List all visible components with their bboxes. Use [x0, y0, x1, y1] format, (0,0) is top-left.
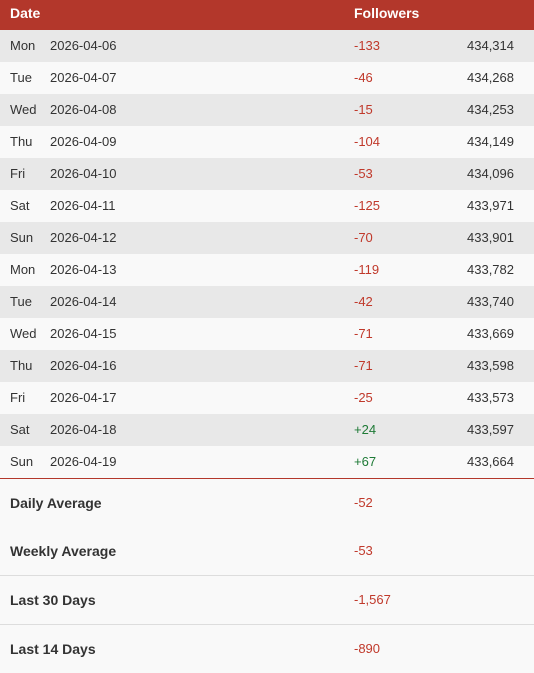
change: -42	[354, 294, 373, 309]
table-row: Thu 2026-04-16 -71 433,598	[0, 350, 534, 382]
weekday: Fri	[10, 390, 26, 405]
summary-value: -53	[354, 543, 373, 558]
summary-row: Weekly Average -53	[0, 527, 534, 575]
change: -25	[354, 390, 373, 405]
separator	[0, 575, 534, 576]
weekday: Tue	[10, 294, 32, 309]
weekday: Sun	[10, 454, 34, 469]
date-header: Date	[10, 5, 41, 21]
separator	[0, 624, 534, 625]
change: -104	[354, 134, 381, 149]
summary-value: -1,567	[354, 592, 391, 607]
table-row: Mon 2026-04-13 -119 433,782	[0, 254, 534, 286]
followers: 433,740	[467, 294, 514, 309]
change: -15	[354, 102, 373, 117]
table-row: Wed 2026-04-08 -15 434,253	[0, 94, 534, 126]
summary-row: Last 14 Days -890	[0, 625, 534, 673]
date: 2026-04-14	[50, 294, 117, 309]
table-row: Mon 2026-04-06 -133 434,314	[0, 30, 534, 62]
weekday: Sat	[10, 198, 30, 213]
weekday: Mon	[10, 262, 36, 277]
table-header: Date Followers	[0, 0, 534, 30]
change: -71	[354, 358, 373, 373]
date: 2026-04-06	[50, 38, 117, 53]
change: +67	[354, 454, 377, 469]
followers: 434,096	[467, 166, 514, 181]
table-row: Wed 2026-04-15 -71 433,669	[0, 318, 534, 350]
change: -53	[354, 166, 373, 181]
summary-label: Daily Average	[10, 495, 102, 511]
followers: 433,971	[467, 198, 514, 213]
table-row: Sat 2026-04-18 +24 433,597	[0, 414, 534, 446]
table-row: Tue 2026-04-07 -46 434,268	[0, 62, 534, 94]
table-row: Sun 2026-04-12 -70 433,901	[0, 222, 534, 254]
date: 2026-04-17	[50, 390, 117, 405]
date: 2026-04-15	[50, 326, 117, 341]
followers: 433,782	[467, 262, 514, 277]
date: 2026-04-11	[50, 198, 116, 213]
table-row: Sat 2026-04-11 -125 433,971	[0, 190, 534, 222]
summary-value: -890	[354, 641, 381, 656]
date: 2026-04-08	[50, 102, 117, 117]
weekday: Fri	[10, 166, 26, 181]
followers: 433,597	[467, 422, 514, 437]
date: 2026-04-16	[50, 358, 117, 373]
date: 2026-04-13	[50, 262, 117, 277]
weekday: Tue	[10, 70, 32, 85]
followers: 433,901	[467, 230, 514, 245]
date: 2026-04-18	[50, 422, 117, 437]
table-row: Fri 2026-04-17 -25 433,573	[0, 382, 534, 414]
followers-header: Followers	[354, 5, 420, 21]
followers: 434,268	[467, 70, 514, 85]
table-row: Thu 2026-04-09 -104 434,149	[0, 126, 534, 158]
weekday: Thu	[10, 358, 33, 373]
followers: 434,149	[467, 134, 514, 149]
followers: 433,598	[467, 358, 514, 373]
change: -125	[354, 198, 381, 213]
weekday: Sat	[10, 422, 30, 437]
summary-row: Last 30 Days -1,567	[0, 576, 534, 624]
summary-value: -52	[354, 495, 373, 510]
change: -133	[354, 38, 381, 53]
table-row: Sun 2026-04-19 +67 433,664	[0, 446, 534, 478]
date: 2026-04-07	[50, 70, 117, 85]
followers: 433,664	[467, 454, 514, 469]
table-row: Tue 2026-04-14 -42 433,740	[0, 286, 534, 318]
change: -71	[354, 326, 373, 341]
followers: 433,669	[467, 326, 514, 341]
summary-label: Last 30 Days	[10, 592, 96, 608]
change: -46	[354, 70, 373, 85]
summary-row: Daily Average -52	[0, 479, 534, 527]
summary-label: Last 14 Days	[10, 641, 96, 657]
weekday: Mon	[10, 38, 36, 53]
table-row: Fri 2026-04-10 -53 434,096	[0, 158, 534, 190]
change: +24	[354, 422, 377, 437]
divider	[0, 478, 534, 479]
date: 2026-04-10	[50, 166, 117, 181]
change: -119	[354, 262, 380, 277]
followers: 433,573	[467, 390, 514, 405]
followers: 434,314	[467, 38, 514, 53]
weekday: Wed	[10, 326, 37, 341]
summary-label: Weekly Average	[10, 543, 117, 559]
date: 2026-04-19	[50, 454, 117, 469]
change: -70	[354, 230, 373, 245]
weekday: Thu	[10, 134, 33, 149]
followers: 434,253	[467, 102, 514, 117]
date: 2026-04-09	[50, 134, 117, 149]
weekday: Sun	[10, 230, 34, 245]
date: 2026-04-12	[50, 230, 117, 245]
weekday: Wed	[10, 102, 37, 117]
